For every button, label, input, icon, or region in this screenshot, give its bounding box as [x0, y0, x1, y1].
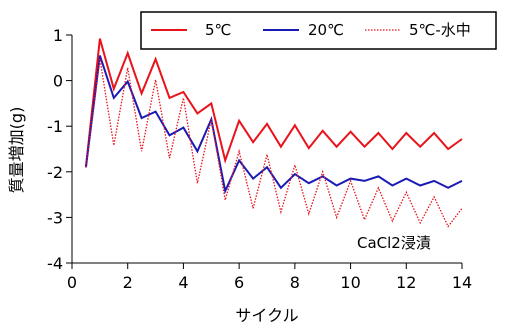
ticks: 0 2 4 6 8 10 12 14 -4 -3 -2 -1 0 1: [47, 26, 472, 292]
x-tick-label: 14: [452, 273, 472, 292]
y-tick-label: 0: [53, 72, 63, 91]
y-tick-label: -3: [47, 208, 63, 227]
y-axis-title: 質量増加(g): [7, 107, 26, 194]
plot-area: [84, 38, 463, 228]
y-tick-label: 1: [53, 26, 63, 45]
legend: 5℃ 20℃ 5℃-水中: [140, 11, 497, 50]
legend-label-0: 5℃: [205, 21, 231, 39]
axes: [71, 35, 462, 264]
x-tick-label: 12: [396, 273, 416, 292]
x-tick-label: 2: [123, 273, 133, 292]
series-line-1: [84, 55, 463, 195]
series-line-0: [84, 38, 463, 168]
series-line-2: [85, 58, 463, 228]
annotation-label: CaCl2浸漬: [357, 234, 431, 252]
x-tick-label: 8: [290, 273, 300, 292]
legend-label-2: 5℃-水中: [409, 21, 471, 39]
x-tick-label: 0: [67, 273, 77, 292]
x-tick-label: 4: [178, 273, 188, 292]
y-tick-label: -4: [47, 254, 63, 273]
x-tick-label: 6: [234, 273, 244, 292]
legend-label-1: 20℃: [308, 21, 344, 39]
x-axis-title: サイクル: [235, 306, 298, 325]
legend-box: [140, 11, 497, 50]
y-tick-label: -1: [47, 117, 63, 136]
y-tick-label: -2: [47, 163, 63, 182]
x-tick-label: 10: [340, 273, 360, 292]
